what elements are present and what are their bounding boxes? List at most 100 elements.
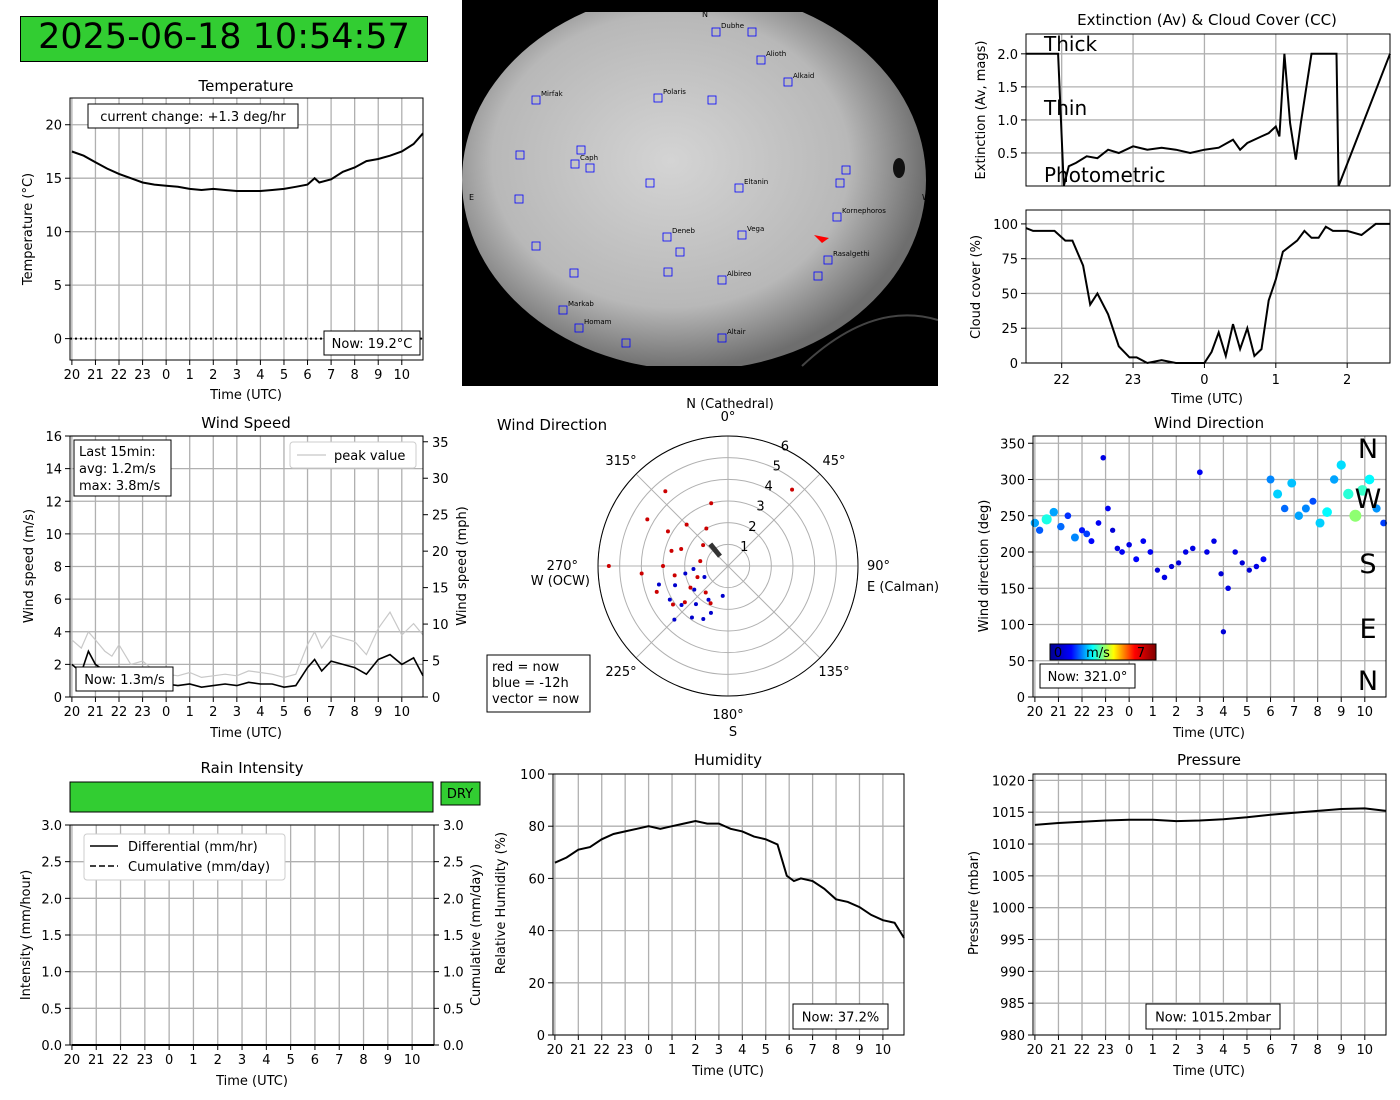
wind-speed-ytick-label: 16 (45, 430, 62, 445)
rain-xtick-label: 2 (214, 1053, 222, 1068)
wind-speed-mph-tick-label: 20 (432, 545, 449, 560)
wind-direction-point (1114, 545, 1121, 552)
temperature-xtick-label: 3 (233, 368, 241, 383)
allsky-star-marker (621, 338, 631, 348)
humidity-xtick-label: 20 (547, 1043, 564, 1058)
wind-direction-point (1182, 549, 1189, 555)
pressure-xtick-label: 6 (1266, 1043, 1274, 1058)
wind-polar-point-recent (645, 517, 650, 522)
wind-polar-radial-label: 1 (740, 540, 748, 555)
extinction-ylabel: Extinction (Av, mags) (974, 41, 989, 180)
wind-direction-point (1161, 574, 1168, 581)
wind-speed-xtick-label: 1 (186, 705, 194, 720)
wind-polar-title: Wind Direction (497, 416, 607, 434)
wind-direction-point (1343, 488, 1354, 500)
allsky-star-marker (832, 212, 842, 222)
wind-direction-point (1266, 475, 1275, 484)
wind-direction-frame (1032, 435, 1387, 698)
temperature-xtick-label: 0 (162, 368, 170, 383)
wind-direction-point (1287, 478, 1297, 488)
wind-direction-point (1357, 485, 1368, 496)
rain-xtick-label: 23 (137, 1053, 154, 1068)
allsky-star-marker (711, 27, 721, 37)
rain-xtick-label: 20 (64, 1053, 81, 1068)
temperature-xtick-label: 20 (64, 368, 81, 383)
wind-direction-point (1253, 563, 1260, 570)
temperature-now-label-box (323, 330, 421, 356)
temperature-title: Temperature (197, 77, 293, 95)
wind-speed-xtick-label: 5 (280, 705, 288, 720)
allsky-star-label: Eltanin (744, 178, 768, 186)
wind-direction-xtick-label: 22 (1074, 705, 1091, 720)
wind-speed-ylabel-left: Wind speed (m/s) (22, 509, 37, 623)
allsky-star-label: Deneb (672, 227, 695, 235)
allsky-star-label: Altair (727, 328, 746, 336)
wind-direction-xtick-label: 9 (1337, 705, 1345, 720)
wind-polar-point-old (701, 617, 706, 622)
wind-polar-point-recent (684, 522, 689, 527)
wind-polar-angle-label: 225° (605, 665, 636, 680)
wind-speed-xtick-label: 6 (303, 705, 311, 720)
rain-ytick-label: 0.5 (41, 1002, 62, 1017)
wind-speed-mph-tick-label: 25 (432, 509, 449, 524)
humidity-xtick-label: 7 (808, 1043, 816, 1058)
wind-polar-point-old (693, 602, 698, 607)
wind-direction-ytick-label: 100 (1000, 619, 1025, 634)
wind-direction-point (1211, 538, 1217, 544)
allsky-exposure: t=0.2s (812, 0, 836, 8)
wind-direction-point (1204, 549, 1210, 555)
allsky-star-marker (756, 55, 766, 65)
temperature-ytick-label: 15 (45, 172, 62, 187)
allsky-star-marker (747, 27, 757, 37)
pressure-xtick-label: 8 (1314, 1043, 1322, 1058)
wind-direction-point (1126, 541, 1132, 548)
wind-polar-point-recent (790, 487, 795, 492)
wind-polar-point-recent (679, 546, 684, 551)
wind-polar-point-recent (639, 571, 644, 576)
wind-polar-legend-box (486, 654, 591, 713)
allsky-star-marker (813, 271, 823, 281)
wind-speed-mph-tick-label: 35 (432, 436, 449, 451)
temperature-ylabel: Temperature (°C) (21, 173, 36, 286)
rain-intensity-bar (69, 781, 434, 813)
wind-direction-point (1225, 585, 1231, 592)
temperature-ytick-label: 10 (45, 226, 62, 241)
pressure-ytick-label: 1020 (992, 774, 1025, 789)
wind-polar-angle-label: 45° (822, 454, 845, 469)
wind-direction-xtick-label: 20 (1027, 705, 1044, 720)
wind-direction-point (1088, 538, 1095, 545)
wind-polar-radial-label: 2 (748, 520, 756, 535)
allsky-south-label: S (702, 370, 707, 379)
wind-polar-point-recent (672, 573, 677, 578)
humidity-ytick-label: 40 (528, 925, 545, 940)
rain-status-label: DRY (447, 787, 473, 802)
wind-polar-angle-label: 90° (867, 559, 890, 574)
pressure-ylabel: Pressure (mbar) (967, 851, 982, 955)
wind-direction-point (1035, 526, 1044, 534)
pressure-ytick-label: 985 (1000, 997, 1025, 1012)
wind-speed-xtick-label: 9 (374, 705, 382, 720)
pressure-xtick-label: 22 (1074, 1043, 1091, 1058)
wind-speed-now-label-box (75, 666, 174, 692)
wind-speed-now-label: Now: 1.3m/s (84, 673, 165, 688)
rain-right-tick-label: 0.5 (443, 1002, 464, 1017)
wind-polar-point-recent (606, 564, 611, 568)
humidity-xtick-label: 21 (570, 1043, 587, 1058)
rain-legend-label-cumulative: Cumulative (mm/day) (128, 860, 270, 875)
wind-polar-point-recent (704, 526, 709, 531)
pressure-xtick-label: 2 (1172, 1043, 1180, 1058)
cloud-cover-ytick-label: 50 (1001, 287, 1018, 302)
wind-polar-point-old (673, 583, 678, 588)
humidity-now-label-box (792, 1003, 889, 1030)
cloud-cover-xtick-label: 23 (1125, 373, 1142, 388)
pressure-xtick-label: 9 (1337, 1043, 1345, 1058)
wind-polar-point-recent (669, 548, 674, 553)
wind-polar-point-old (706, 597, 711, 602)
wind-direction-compass-label: N (1358, 666, 1378, 697)
wind-speed-mph-tick-label: 15 (432, 582, 449, 597)
wind-speed-stats-box (73, 439, 172, 497)
extinction-band-label: Thin (1043, 96, 1087, 120)
wind-polar-point-recent (663, 489, 668, 494)
wind-direction-point (1070, 533, 1079, 542)
temperature-xtick-label: 6 (303, 368, 311, 383)
